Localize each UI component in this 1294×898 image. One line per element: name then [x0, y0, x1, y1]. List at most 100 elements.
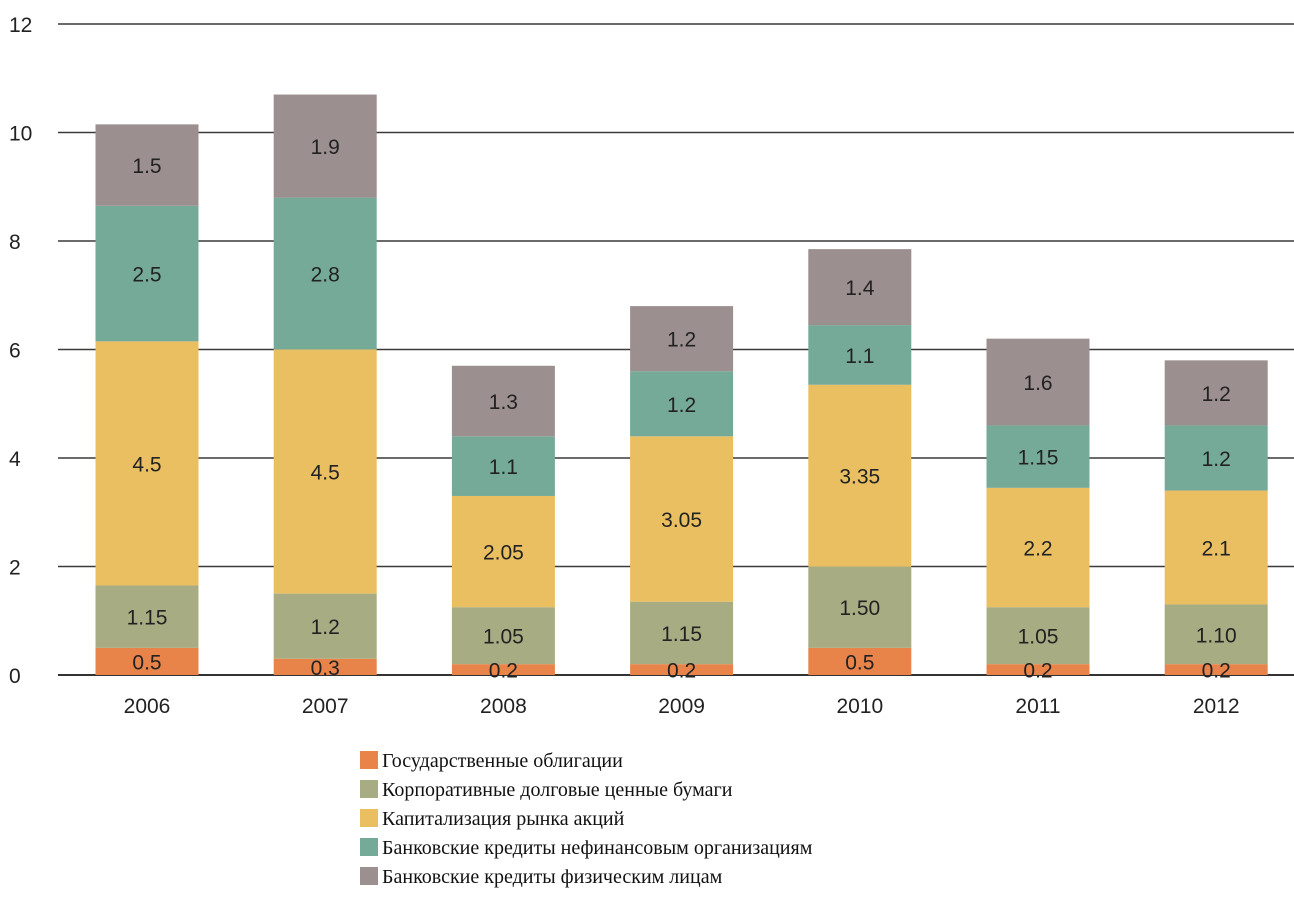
data-label: 1.2	[311, 616, 340, 639]
bar-segment	[1164, 490, 1268, 605]
legend-swatch	[360, 809, 378, 827]
y-tick-label: 12	[9, 14, 32, 37]
data-label: 4.5	[311, 462, 340, 485]
data-label: 1.15	[1018, 447, 1059, 470]
bar-segment	[1164, 360, 1268, 426]
bar-segment	[273, 94, 377, 198]
bar-segment	[808, 249, 912, 326]
bar-segment	[630, 601, 734, 665]
x-tick-label: 2009	[658, 695, 705, 718]
bar-segment	[451, 365, 555, 437]
data-label: 1.2	[1202, 383, 1231, 406]
bar-segment	[95, 341, 199, 586]
data-label: 1.1	[845, 345, 874, 368]
data-label: 0.5	[845, 651, 874, 674]
legend-label: Капитализация рынка акций	[382, 808, 625, 830]
data-label: 1.6	[1023, 372, 1052, 395]
legend-swatch	[360, 780, 378, 798]
bar-segment	[451, 436, 555, 496]
data-label: 1.05	[1018, 626, 1059, 649]
data-label: 1.5	[132, 155, 161, 178]
data-label: 2.5	[132, 264, 161, 287]
data-label: 1.10	[1196, 624, 1237, 647]
legend-label: Банковские кредиты нефинансовым организа…	[382, 837, 813, 859]
y-tick-label: 6	[9, 340, 21, 363]
bar-segment	[808, 566, 912, 648]
bar-segment	[630, 306, 734, 372]
bar-segment	[1164, 604, 1268, 665]
legend-label: Государственные облигации	[382, 750, 623, 772]
data-label: 1.2	[1202, 448, 1231, 471]
data-label: 3.05	[661, 509, 702, 532]
bar-segment	[273, 349, 377, 594]
bar-segment	[808, 647, 912, 675]
data-label: 1.9	[311, 136, 340, 159]
bar-segment	[451, 664, 555, 675]
bar-segment	[986, 425, 1090, 488]
y-tick-label: 8	[9, 231, 21, 254]
y-axis-ticks: 0 2 4 6 8 10 12	[9, 14, 32, 688]
x-tick-label: 2006	[124, 695, 171, 718]
data-label: 1.05	[483, 626, 524, 649]
data-label: 0.2	[1202, 660, 1231, 683]
data-label: 1.3	[489, 391, 518, 414]
bar-segment	[273, 197, 377, 350]
data-label: 3.35	[839, 466, 880, 489]
bar-segment	[95, 647, 199, 675]
legend: Государственные облигации Корпоративные д…	[360, 750, 813, 888]
bar-segment	[986, 607, 1090, 665]
data-label: 1.1	[489, 456, 518, 479]
x-axis-ticks: 2006 2007 2008 2009 2010 2011 2012	[124, 695, 1240, 718]
data-label: 2.05	[483, 542, 524, 565]
bar-segment	[451, 495, 555, 608]
bar-segment	[451, 607, 555, 665]
data-labels: 0.5 1.15 4.5 2.5 1.5 0.3 1.2 4.5 2.8 1.9 0.2 1.05 2.…	[127, 136, 1237, 683]
data-label: 1.2	[667, 329, 696, 352]
x-tick-label: 2010	[836, 695, 883, 718]
bar-segment	[986, 664, 1090, 675]
bar-segment	[986, 487, 1090, 608]
bar-segment	[808, 384, 912, 567]
data-label: 1.4	[845, 277, 875, 300]
y-tick-label: 0	[9, 665, 21, 688]
data-label: 1.15	[127, 607, 168, 630]
data-label: 1.50	[839, 597, 880, 620]
data-label: 1.2	[667, 394, 696, 417]
data-label: 2.8	[311, 264, 340, 287]
data-label: 4.5	[132, 453, 161, 476]
y-tick-label: 4	[9, 448, 21, 471]
bar-segment	[630, 436, 734, 602]
bar-segment	[630, 664, 734, 675]
bar-segment	[630, 371, 734, 437]
bar-segment	[986, 338, 1090, 426]
bar-segment	[1164, 664, 1268, 675]
data-label: 0.5	[132, 651, 161, 674]
data-label: 0.2	[667, 660, 696, 683]
data-label: 0.3	[311, 657, 340, 680]
bar-segment	[95, 585, 199, 648]
data-label: 0.2	[489, 660, 518, 683]
bar-segment	[95, 205, 199, 342]
legend-label: Банковские кредиты физическим лицам	[382, 866, 723, 888]
bar-segment	[808, 325, 912, 385]
legend-label: Корпоративные долговые ценные бумаги	[382, 779, 733, 801]
x-tick-label: 2008	[480, 695, 527, 718]
bar-segment	[95, 124, 199, 206]
bar-segment	[273, 658, 377, 675]
x-tick-label: 2012	[1193, 695, 1240, 718]
data-label: 0.2	[1023, 660, 1052, 683]
legend-swatch	[360, 751, 378, 769]
data-label: 2.1	[1202, 538, 1231, 561]
bar-segment	[273, 593, 377, 659]
x-tick-label: 2007	[302, 695, 349, 718]
y-tick-label: 10	[9, 123, 32, 146]
bars	[95, 94, 1268, 675]
data-label: 2.2	[1023, 538, 1052, 561]
x-tick-label: 2011	[1015, 695, 1060, 718]
y-tick-label: 2	[9, 557, 21, 580]
data-label: 1.15	[661, 623, 702, 646]
bar-segment	[1164, 425, 1268, 491]
legend-swatch	[360, 838, 378, 856]
legend-swatch	[360, 867, 378, 885]
